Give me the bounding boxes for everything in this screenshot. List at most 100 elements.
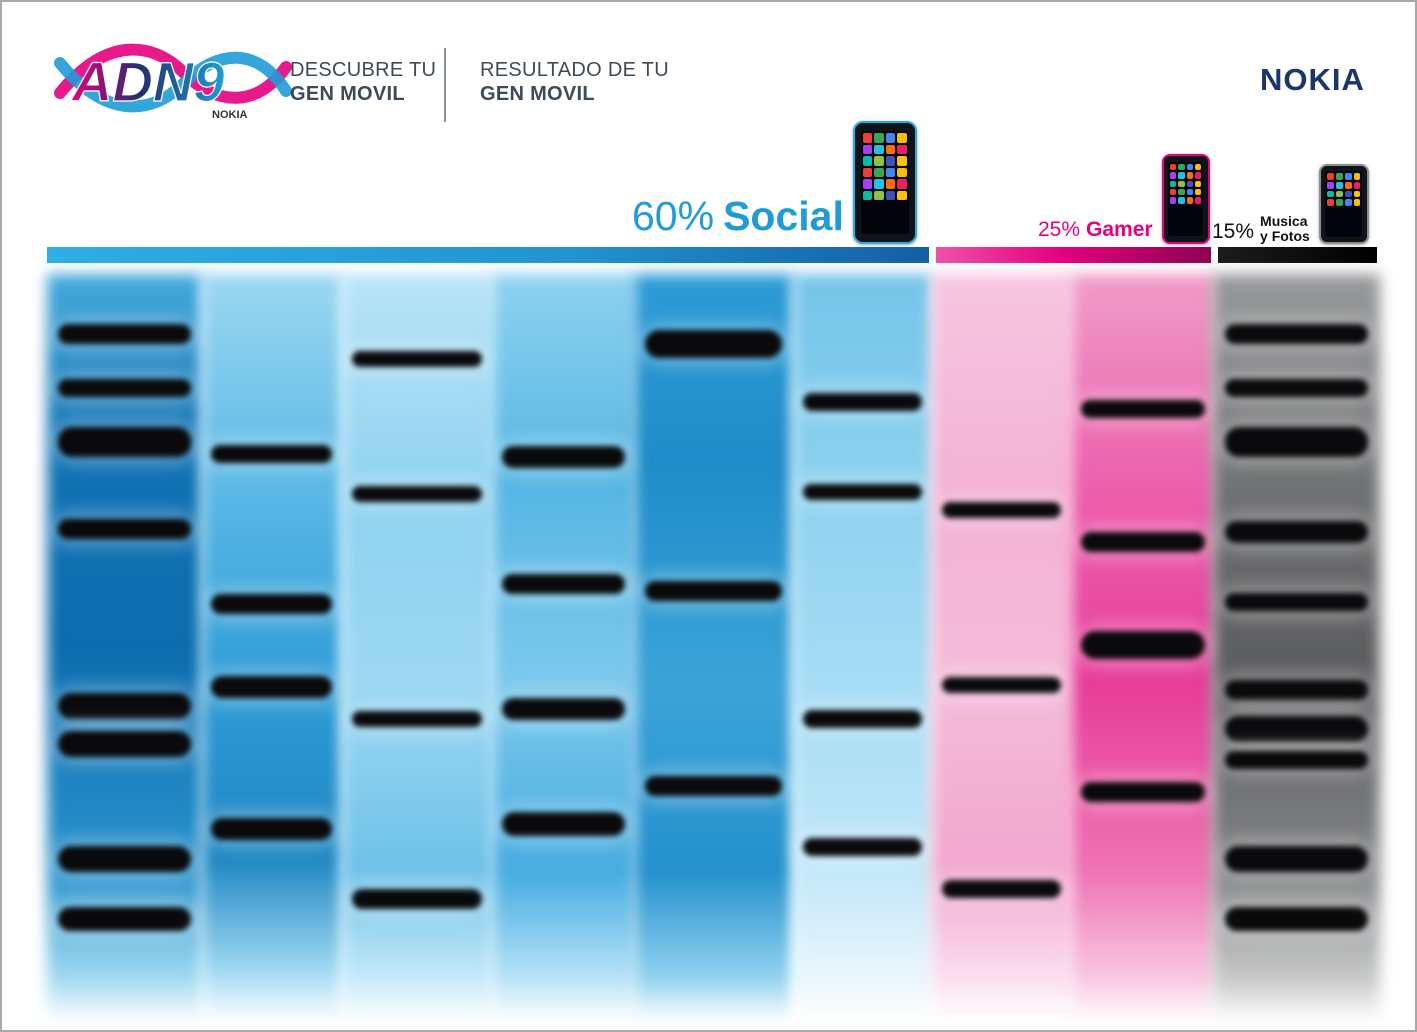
app-icon	[874, 156, 884, 166]
gel-band	[57, 693, 191, 720]
app-icon	[1353, 182, 1361, 189]
gel-band	[352, 711, 482, 728]
app-icon	[897, 167, 907, 178]
helix-ribbon-magenta-icon	[54, 43, 292, 104]
app-icon	[1353, 173, 1361, 181]
app-icon	[1178, 180, 1185, 187]
music-label: Musica y Fotos	[1260, 214, 1310, 244]
app-icon	[1353, 190, 1361, 198]
app-icon	[1327, 190, 1335, 198]
app-icon	[885, 144, 896, 155]
gel-band	[1080, 399, 1205, 418]
gel-band	[803, 483, 923, 500]
app-icon	[862, 133, 873, 143]
gel-band	[502, 573, 625, 594]
gel-band	[211, 675, 332, 698]
app-icon	[1194, 164, 1202, 171]
app-icon	[874, 179, 884, 189]
app-icon	[1344, 199, 1352, 207]
gel-band	[644, 775, 783, 796]
gel-band	[1225, 427, 1369, 458]
app-icon	[885, 133, 896, 143]
app-icon	[862, 190, 873, 201]
app-icon	[1327, 173, 1335, 181]
app-icon	[1186, 164, 1193, 171]
social-percent: 60%	[632, 193, 715, 239]
music-label-line2: y Fotos	[1260, 228, 1310, 244]
gamer-label: Gamer	[1086, 218, 1153, 241]
app-icon	[874, 167, 884, 178]
app-icon	[1178, 188, 1185, 196]
gel-band	[1225, 751, 1369, 770]
app-icon	[862, 167, 873, 178]
gel-band	[57, 519, 191, 540]
app-icon	[1336, 173, 1343, 181]
app-icon	[1194, 188, 1202, 196]
app-icon	[885, 167, 896, 178]
app-icon	[862, 179, 873, 189]
app-icon	[1327, 182, 1335, 189]
gel-band	[502, 698, 625, 721]
app-icon	[874, 133, 884, 143]
gel-band	[352, 889, 482, 910]
dna-gel	[47, 274, 1380, 1022]
phone-n9-cyan	[852, 121, 917, 244]
gel-lane-2	[201, 274, 342, 1022]
bar-gamer	[936, 247, 1212, 263]
app-icon	[1194, 197, 1202, 204]
app-icon	[1178, 172, 1185, 179]
bar-music	[1218, 247, 1377, 263]
app-icon	[885, 156, 896, 166]
result-title-line1: RESULTADO DE TU	[480, 59, 669, 81]
helix-ribbon-blue-icon	[54, 51, 292, 113]
app-icon	[1194, 172, 1202, 179]
gel-band	[1225, 715, 1369, 742]
gel-band	[644, 329, 783, 358]
logo-nokia-sub: NOKIA	[212, 109, 248, 121]
gel-band	[1080, 782, 1205, 803]
gel-band	[1225, 521, 1369, 544]
app-icon	[1169, 180, 1177, 187]
result-social-text: 60% Social	[632, 193, 844, 240]
gel-band	[1225, 845, 1369, 872]
nokia-logo: NOKIA	[1260, 62, 1365, 97]
gel-band	[1225, 593, 1369, 612]
result-title: RESULTADO DE TU GEN MOVIL	[480, 58, 669, 106]
result-music-text: 15% Musica y Fotos	[1212, 214, 1310, 244]
music-label-line1: Musica	[1260, 213, 1308, 229]
phone-n9-dark	[1318, 164, 1369, 244]
gel-band	[502, 811, 625, 836]
app-icon	[1353, 199, 1361, 207]
app-icon	[1169, 164, 1177, 171]
gel-band	[1225, 323, 1369, 344]
app-icon	[1178, 164, 1185, 171]
music-percent: 15%	[1212, 220, 1255, 243]
app-icon	[862, 144, 873, 155]
gel-band	[211, 445, 332, 464]
app-icon	[897, 190, 907, 201]
gel-band	[211, 593, 332, 614]
gel-band	[941, 502, 1062, 519]
app-icon	[1344, 173, 1352, 181]
gel-band	[1225, 378, 1369, 397]
phone-screen	[1167, 162, 1204, 236]
app-icon	[1344, 190, 1352, 198]
adn9-logo: ADN9 NOKIA	[54, 43, 292, 121]
app-icon	[897, 179, 907, 189]
gel-band	[1080, 631, 1205, 659]
tagline-line1: DESCUBRE TU	[290, 59, 437, 81]
app-icon	[1194, 180, 1202, 187]
campaign-tagline: DESCUBRE TU GEN MOVIL	[290, 58, 436, 106]
phone-screen	[1325, 171, 1363, 237]
gel-band	[1225, 906, 1369, 931]
gel-band	[57, 427, 191, 458]
app-icon	[1336, 199, 1343, 207]
gel-band	[352, 351, 482, 368]
app-icon	[1169, 197, 1177, 204]
result-gamer: 25% Gamer	[1038, 153, 1210, 244]
phone-n9-magenta	[1161, 154, 1210, 244]
percent-bars	[47, 247, 1380, 263]
gel-band	[803, 710, 923, 729]
app-icon	[1336, 182, 1343, 189]
